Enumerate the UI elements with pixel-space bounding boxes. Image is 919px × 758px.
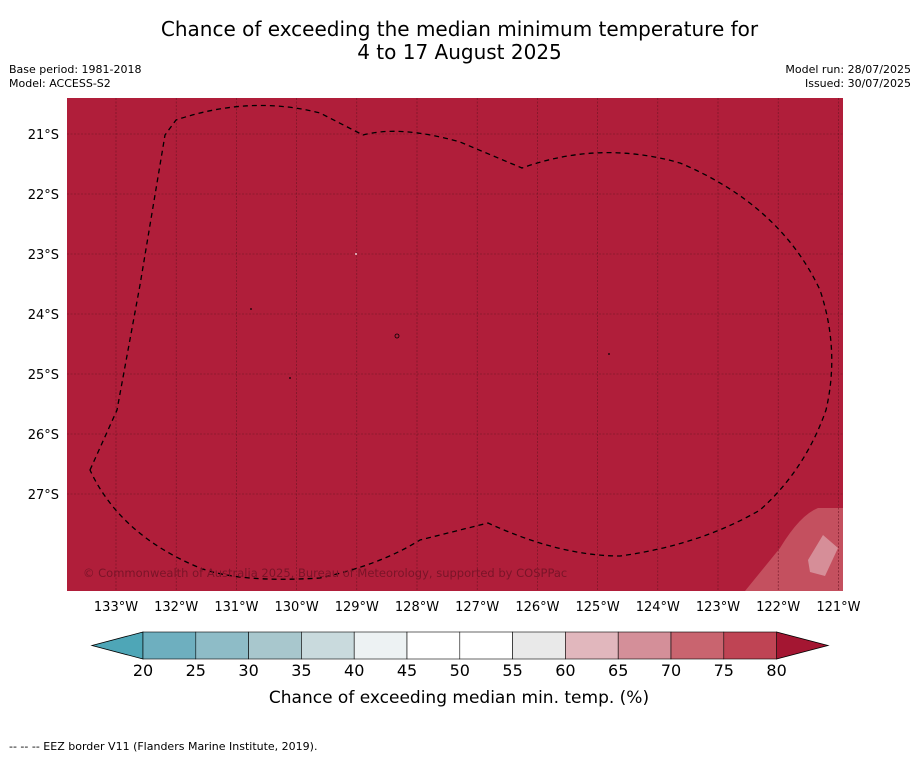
- chart-title: Chance of exceeding the median minimum t…: [0, 18, 919, 64]
- colorbar-tick-label: 60: [555, 661, 575, 680]
- colorbar-segment: [670, 631, 725, 660]
- colorbar-tick-label: 30: [238, 661, 258, 680]
- copyright-text: © Commonwealth of Australia 2025, Bureau…: [83, 566, 567, 580]
- lon-tick-label: 132°W: [154, 600, 198, 615]
- anomaly-patch-65: [808, 535, 838, 576]
- meta-right: Model run: 28/07/2025 Issued: 30/07/2025: [785, 63, 911, 91]
- lon-tick-label: 124°W: [636, 600, 680, 615]
- colorbar-tick-label: 45: [397, 661, 417, 680]
- lon-tick-label: 122°W: [756, 600, 800, 615]
- lon-tick-label: 130°W: [275, 600, 319, 615]
- model-name: Model: ACCESS-S2: [9, 77, 111, 90]
- lon-tick-label: 125°W: [576, 600, 620, 615]
- lat-tick-label: 27°S: [28, 488, 59, 503]
- colorbar-label: Chance of exceeding median min. temp. (%…: [269, 688, 649, 708]
- colorbar-segment: [195, 631, 249, 660]
- colorbar-tick-label: 35: [291, 661, 311, 680]
- lon-tick-label: 129°W: [335, 600, 379, 615]
- lon-tick-label: 127°W: [455, 600, 499, 615]
- lat-tick-label: 24°S: [28, 308, 59, 323]
- colorbar-segment: [301, 631, 355, 660]
- colorbar-segment: [459, 631, 513, 660]
- eez-border: [89, 104, 833, 580]
- lat-tick-label: 26°S: [28, 428, 59, 443]
- footer-note: -- -- -- EEZ border V11 (Flanders Marine…: [9, 740, 318, 753]
- title-line-1: Chance of exceeding the median minimum t…: [160, 17, 759, 41]
- colorbar-tick-label: 25: [186, 661, 206, 680]
- lat-tick-label: 21°S: [28, 128, 59, 143]
- island-marker: [250, 308, 252, 310]
- lon-tick-label: 121°W: [816, 600, 860, 615]
- colorbar-segment: [565, 631, 619, 660]
- colorbar-under-arrow: [90, 631, 144, 660]
- lat-tick-label: 22°S: [28, 188, 59, 203]
- colorbar-tick-label: 80: [766, 661, 786, 680]
- colorbar-segment: [512, 631, 566, 660]
- colorbar: 20 25 30 35 40 45 50 55 60 65 70 75 80: [90, 631, 830, 680]
- map-area: [67, 98, 843, 591]
- issued-date: Issued: 30/07/2025: [804, 77, 911, 90]
- longitude-labels: 133°W 132°W 131°W 130°W 129°W 128°W 127°W 126°W…: [94, 600, 861, 615]
- lon-tick-label: 126°W: [515, 600, 559, 615]
- lon-tick-label: 133°W: [94, 600, 138, 615]
- colorbar-tick-label: 40: [344, 661, 364, 680]
- lat-tick-label: 23°S: [28, 248, 59, 263]
- grid-lines: [67, 98, 843, 591]
- colorbar-over-arrow: [776, 631, 830, 660]
- lon-tick-label: 128°W: [395, 600, 439, 615]
- colorbar-tick-label: 55: [502, 661, 522, 680]
- island-marker: [355, 253, 357, 255]
- colorbar-segment: [723, 631, 777, 660]
- lon-tick-label: 131°W: [214, 600, 258, 615]
- colorbar-segment: [617, 631, 672, 660]
- model-run: Model run: 28/07/2025: [785, 63, 911, 76]
- lon-tick-label: 123°W: [696, 600, 740, 615]
- colorbar-segment: [142, 631, 197, 660]
- island-marker: [289, 377, 291, 379]
- island-marker: [608, 353, 610, 355]
- island-marker: [394, 333, 400, 339]
- latitude-labels: 21°S 22°S 23°S 24°S 25°S 26°S 27°S: [28, 128, 59, 503]
- colorbar-segment: [248, 631, 302, 660]
- colorbar-tick-label: 75: [714, 661, 734, 680]
- lat-tick-label: 25°S: [28, 368, 59, 383]
- colorbar-tick-label: 65: [608, 661, 628, 680]
- colorbar-tick-label: 50: [450, 661, 470, 680]
- title-line-2: 4 to 17 August 2025: [357, 40, 562, 64]
- colorbar-tick-label: 70: [661, 661, 681, 680]
- colorbar-segment: [353, 631, 408, 660]
- meta-left: Base period: 1981-2018 Model: ACCESS-S2: [9, 63, 141, 91]
- colorbar-tick-label: 20: [133, 661, 153, 680]
- base-period: Base period: 1981-2018: [9, 63, 142, 76]
- colorbar-segment: [406, 631, 461, 660]
